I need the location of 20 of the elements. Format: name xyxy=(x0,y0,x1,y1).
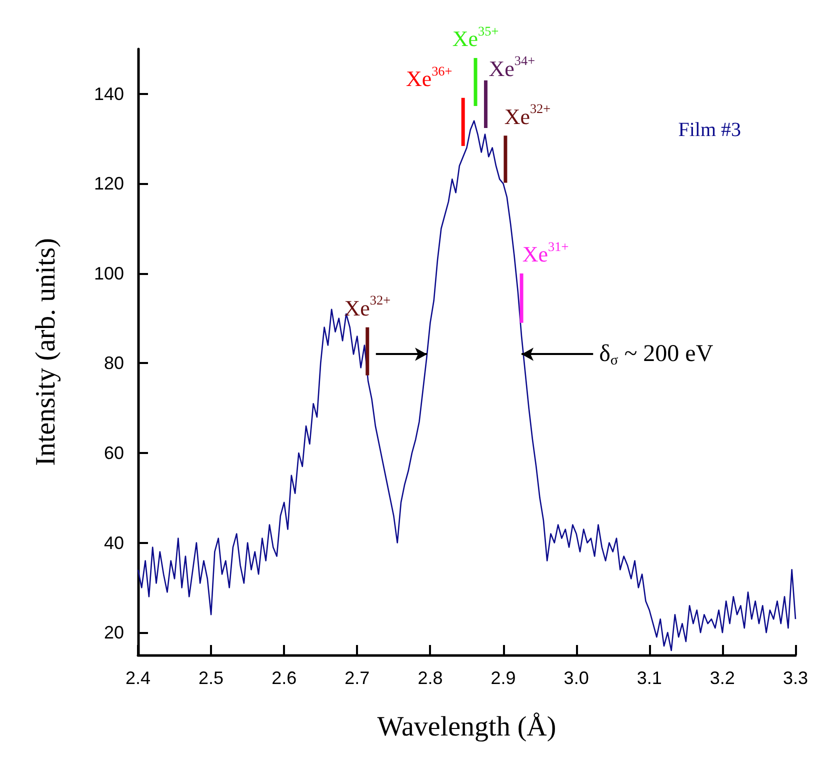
y-axis-title: Intensity (arb. units) xyxy=(30,238,62,466)
y-tick-label: 40 xyxy=(104,532,124,553)
x-tick-label: 3.3 xyxy=(782,668,808,688)
x-tick-label: 3.2 xyxy=(710,668,735,688)
y-tick-label: 100 xyxy=(94,263,124,284)
y-tick-label: 80 xyxy=(104,353,124,374)
annotation: Film #3 xyxy=(678,119,742,141)
x-tick-label: 2.5 xyxy=(198,668,224,688)
x-tick-label: 2.7 xyxy=(344,668,370,688)
y-tick-label: 20 xyxy=(104,622,124,643)
x-tick-label: 2.4 xyxy=(125,668,151,688)
x-tick-label: 2.8 xyxy=(418,668,443,688)
y-tick-label: 60 xyxy=(104,443,124,463)
x-tick-label: 3.0 xyxy=(564,668,589,688)
x-axis-title: Wavelength (Å) xyxy=(377,712,556,742)
x-tick-label: 2.6 xyxy=(272,668,297,688)
y-tick-label: 140 xyxy=(94,84,124,104)
y-tick-label: 120 xyxy=(94,174,124,194)
x-tick-label: 2.9 xyxy=(490,668,516,688)
x-tick-label: 3.1 xyxy=(636,668,662,688)
